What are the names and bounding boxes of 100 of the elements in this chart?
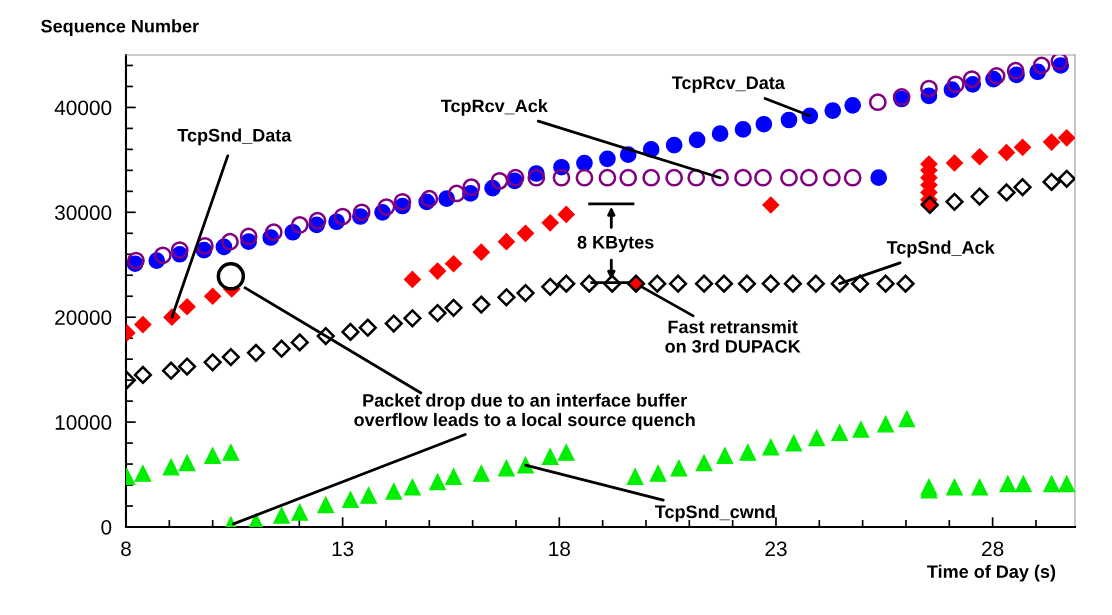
x-tick-label: 8 <box>121 541 131 557</box>
series-label: TcpSnd_Ack <box>886 240 995 258</box>
series-label: TcpRcv_Data <box>671 76 785 93</box>
point <box>997 183 1016 202</box>
point <box>170 241 189 259</box>
x-tick-label: 23 <box>765 541 787 557</box>
point <box>557 444 575 461</box>
text: TcpSnd_Data <box>177 128 292 146</box>
point <box>333 207 352 226</box>
point <box>204 287 222 305</box>
point <box>506 168 525 187</box>
point <box>762 438 780 456</box>
point <box>896 274 915 293</box>
annotation: 8 KBytes <box>577 235 654 253</box>
point <box>341 322 360 341</box>
point <box>490 171 509 190</box>
point <box>762 196 780 214</box>
point <box>668 274 688 293</box>
point <box>945 154 964 172</box>
point <box>162 458 180 476</box>
point <box>598 168 617 187</box>
point <box>445 255 463 273</box>
point <box>619 168 638 187</box>
point <box>393 192 412 211</box>
point <box>711 125 729 142</box>
annotation: Fast retransmit on 3rd DUPACK <box>665 320 801 353</box>
point <box>552 168 571 187</box>
point <box>497 288 516 307</box>
point <box>264 223 283 242</box>
point <box>843 168 862 187</box>
y-axis-title: Sequence Number <box>41 19 199 37</box>
point <box>541 277 560 296</box>
x-tick-label: 18 <box>549 541 570 557</box>
point <box>472 465 490 482</box>
point <box>806 274 825 293</box>
point <box>404 478 421 496</box>
x-tick-label: 13 <box>332 541 354 557</box>
point <box>987 67 1006 85</box>
point <box>688 131 706 149</box>
point <box>541 214 559 232</box>
point <box>1013 178 1032 197</box>
point <box>714 274 734 293</box>
point <box>946 478 963 496</box>
point <box>1058 129 1075 147</box>
point <box>694 274 714 293</box>
point <box>920 79 938 98</box>
point <box>1006 61 1025 80</box>
point <box>178 454 196 472</box>
point <box>447 184 466 203</box>
point <box>824 102 842 119</box>
point <box>153 246 172 265</box>
point <box>576 154 593 172</box>
point <box>575 168 594 187</box>
point <box>716 447 734 465</box>
point <box>1042 172 1061 192</box>
point <box>649 465 667 482</box>
point <box>761 274 780 293</box>
point <box>177 357 197 376</box>
point <box>127 251 145 270</box>
point <box>695 454 713 472</box>
point <box>1043 475 1060 493</box>
point <box>800 168 818 187</box>
point <box>734 168 752 187</box>
point <box>272 339 291 358</box>
point <box>844 96 862 114</box>
point <box>342 491 359 509</box>
point <box>308 211 327 230</box>
point <box>239 227 258 246</box>
point <box>161 361 181 380</box>
point <box>877 415 894 433</box>
y-tick-label: 30000 <box>54 205 112 221</box>
point <box>222 444 240 461</box>
point <box>428 303 447 323</box>
point <box>317 496 335 514</box>
y-tick-label: 20000 <box>55 310 112 325</box>
point <box>358 318 377 337</box>
point <box>273 507 290 524</box>
point <box>134 316 152 334</box>
point <box>754 168 772 187</box>
point <box>385 482 403 500</box>
point <box>648 274 667 293</box>
point <box>1013 138 1032 156</box>
point <box>997 143 1016 162</box>
point <box>134 465 152 482</box>
annotation: Packet drop due to an interface buffer overflow leads to a local source quench <box>354 393 695 430</box>
point <box>970 187 989 206</box>
point <box>377 198 396 216</box>
point <box>642 168 661 187</box>
point <box>291 503 309 521</box>
point <box>203 353 222 372</box>
point <box>945 192 964 211</box>
point <box>870 169 888 187</box>
x-axis-title: Time of Day (s) <box>927 564 1056 582</box>
point <box>497 233 516 251</box>
series-label: TcpSnd_cwnd <box>654 504 775 522</box>
point <box>737 274 757 293</box>
point <box>1043 133 1061 151</box>
point <box>599 150 616 168</box>
point <box>516 224 535 242</box>
point <box>133 365 152 385</box>
